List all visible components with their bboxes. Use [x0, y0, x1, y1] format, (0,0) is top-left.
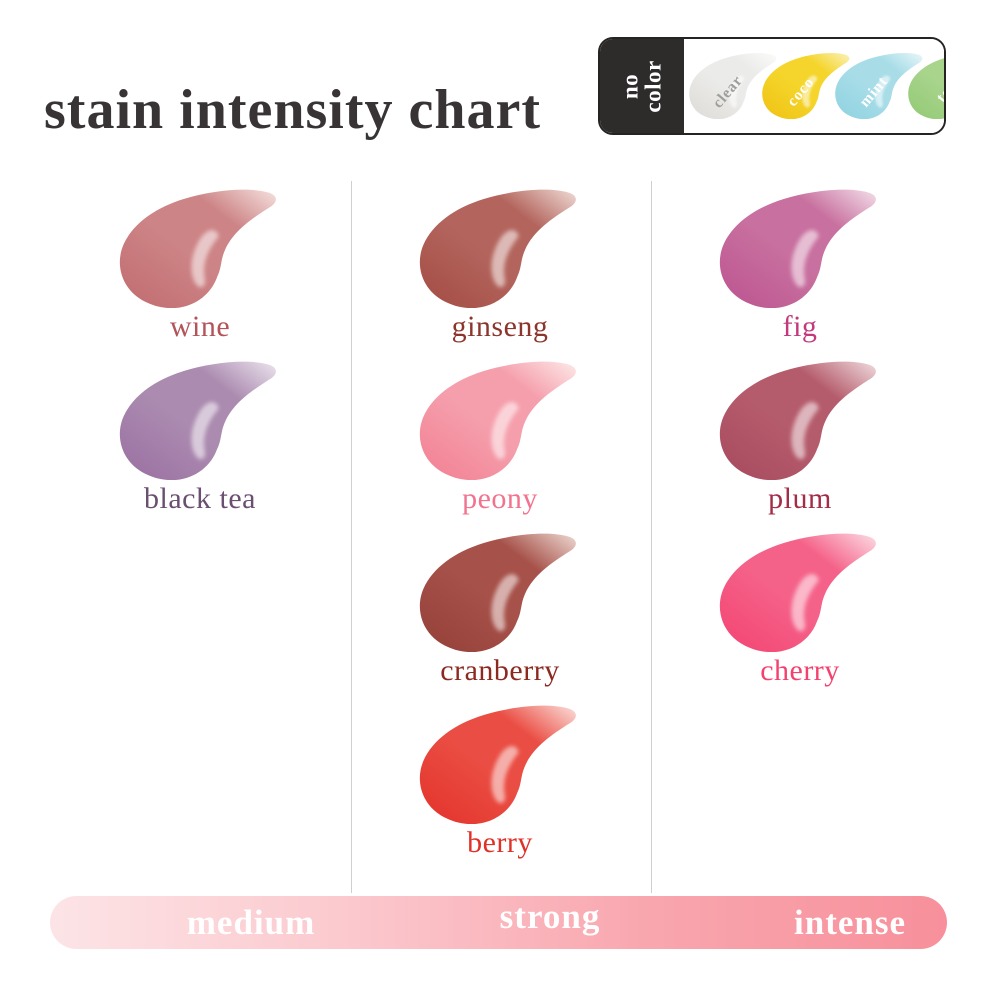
- intensity-gradient-bar: medium strong intense: [50, 896, 947, 949]
- shade-column-intense: fig plum: [700, 186, 900, 702]
- shade-cell-ginseng: ginseng: [400, 186, 600, 358]
- shade-cell-wine: wine: [100, 186, 300, 358]
- shade-label-cherry: cherry: [760, 654, 840, 687]
- shade-column-medium: wine black tea: [100, 186, 300, 530]
- no-color-swatch-strip: clear coco: [684, 39, 946, 133]
- intensity-label-strong: strong: [499, 896, 601, 936]
- shade-cell-black-tea: black tea: [100, 358, 300, 530]
- intensity-label-medium: medium: [186, 902, 316, 942]
- shade-smudge-black-tea: [105, 358, 295, 480]
- shade-cell-berry: berry: [400, 702, 600, 874]
- shade-smudge-cranberry: [405, 530, 595, 652]
- shade-label-black-tea: black tea: [144, 482, 256, 515]
- shade-label-plum: plum: [768, 482, 832, 515]
- intensity-label-intense: intense: [794, 902, 906, 942]
- no-color-swatch-coco: coco: [757, 51, 857, 121]
- shade-smudge-peony: [405, 358, 595, 480]
- no-color-swatch-tea: tea: [903, 51, 946, 121]
- no-color-label: no color: [617, 59, 666, 113]
- shade-label-berry: berry: [467, 826, 533, 859]
- shade-label-wine: wine: [169, 310, 231, 343]
- shade-column-strong: ginseng peony: [400, 186, 600, 874]
- shade-label-cranberry: cranberry: [440, 654, 560, 687]
- shade-label-peony: peony: [462, 482, 538, 515]
- shade-smudge-cherry: [705, 530, 895, 652]
- shade-smudge-plum: [705, 358, 895, 480]
- shade-smudge-fig: [705, 186, 895, 308]
- no-color-block: no color: [600, 39, 684, 133]
- shade-cell-plum: plum: [700, 358, 900, 530]
- no-color-swatch-clear: clear: [684, 51, 784, 121]
- shade-smudge-wine: [105, 186, 295, 308]
- column-divider: [351, 181, 352, 893]
- shade-label-fig: fig: [782, 310, 818, 343]
- svg-text:tea: tea: [933, 78, 946, 106]
- shade-cell-fig: fig: [700, 186, 900, 358]
- no-color-badge: no color clear: [598, 37, 946, 135]
- shade-smudge-ginseng: [405, 186, 595, 308]
- shade-cell-cherry: cherry: [700, 530, 900, 702]
- page-title: stain intensity chart: [44, 78, 541, 141]
- no-color-swatch-mint: mint: [830, 51, 930, 121]
- shade-label-ginseng: ginseng: [451, 310, 549, 343]
- column-divider: [651, 181, 652, 893]
- shade-cell-peony: peony: [400, 358, 600, 530]
- shade-cell-cranberry: cranberry: [400, 530, 600, 702]
- shade-smudge-berry: [405, 702, 595, 824]
